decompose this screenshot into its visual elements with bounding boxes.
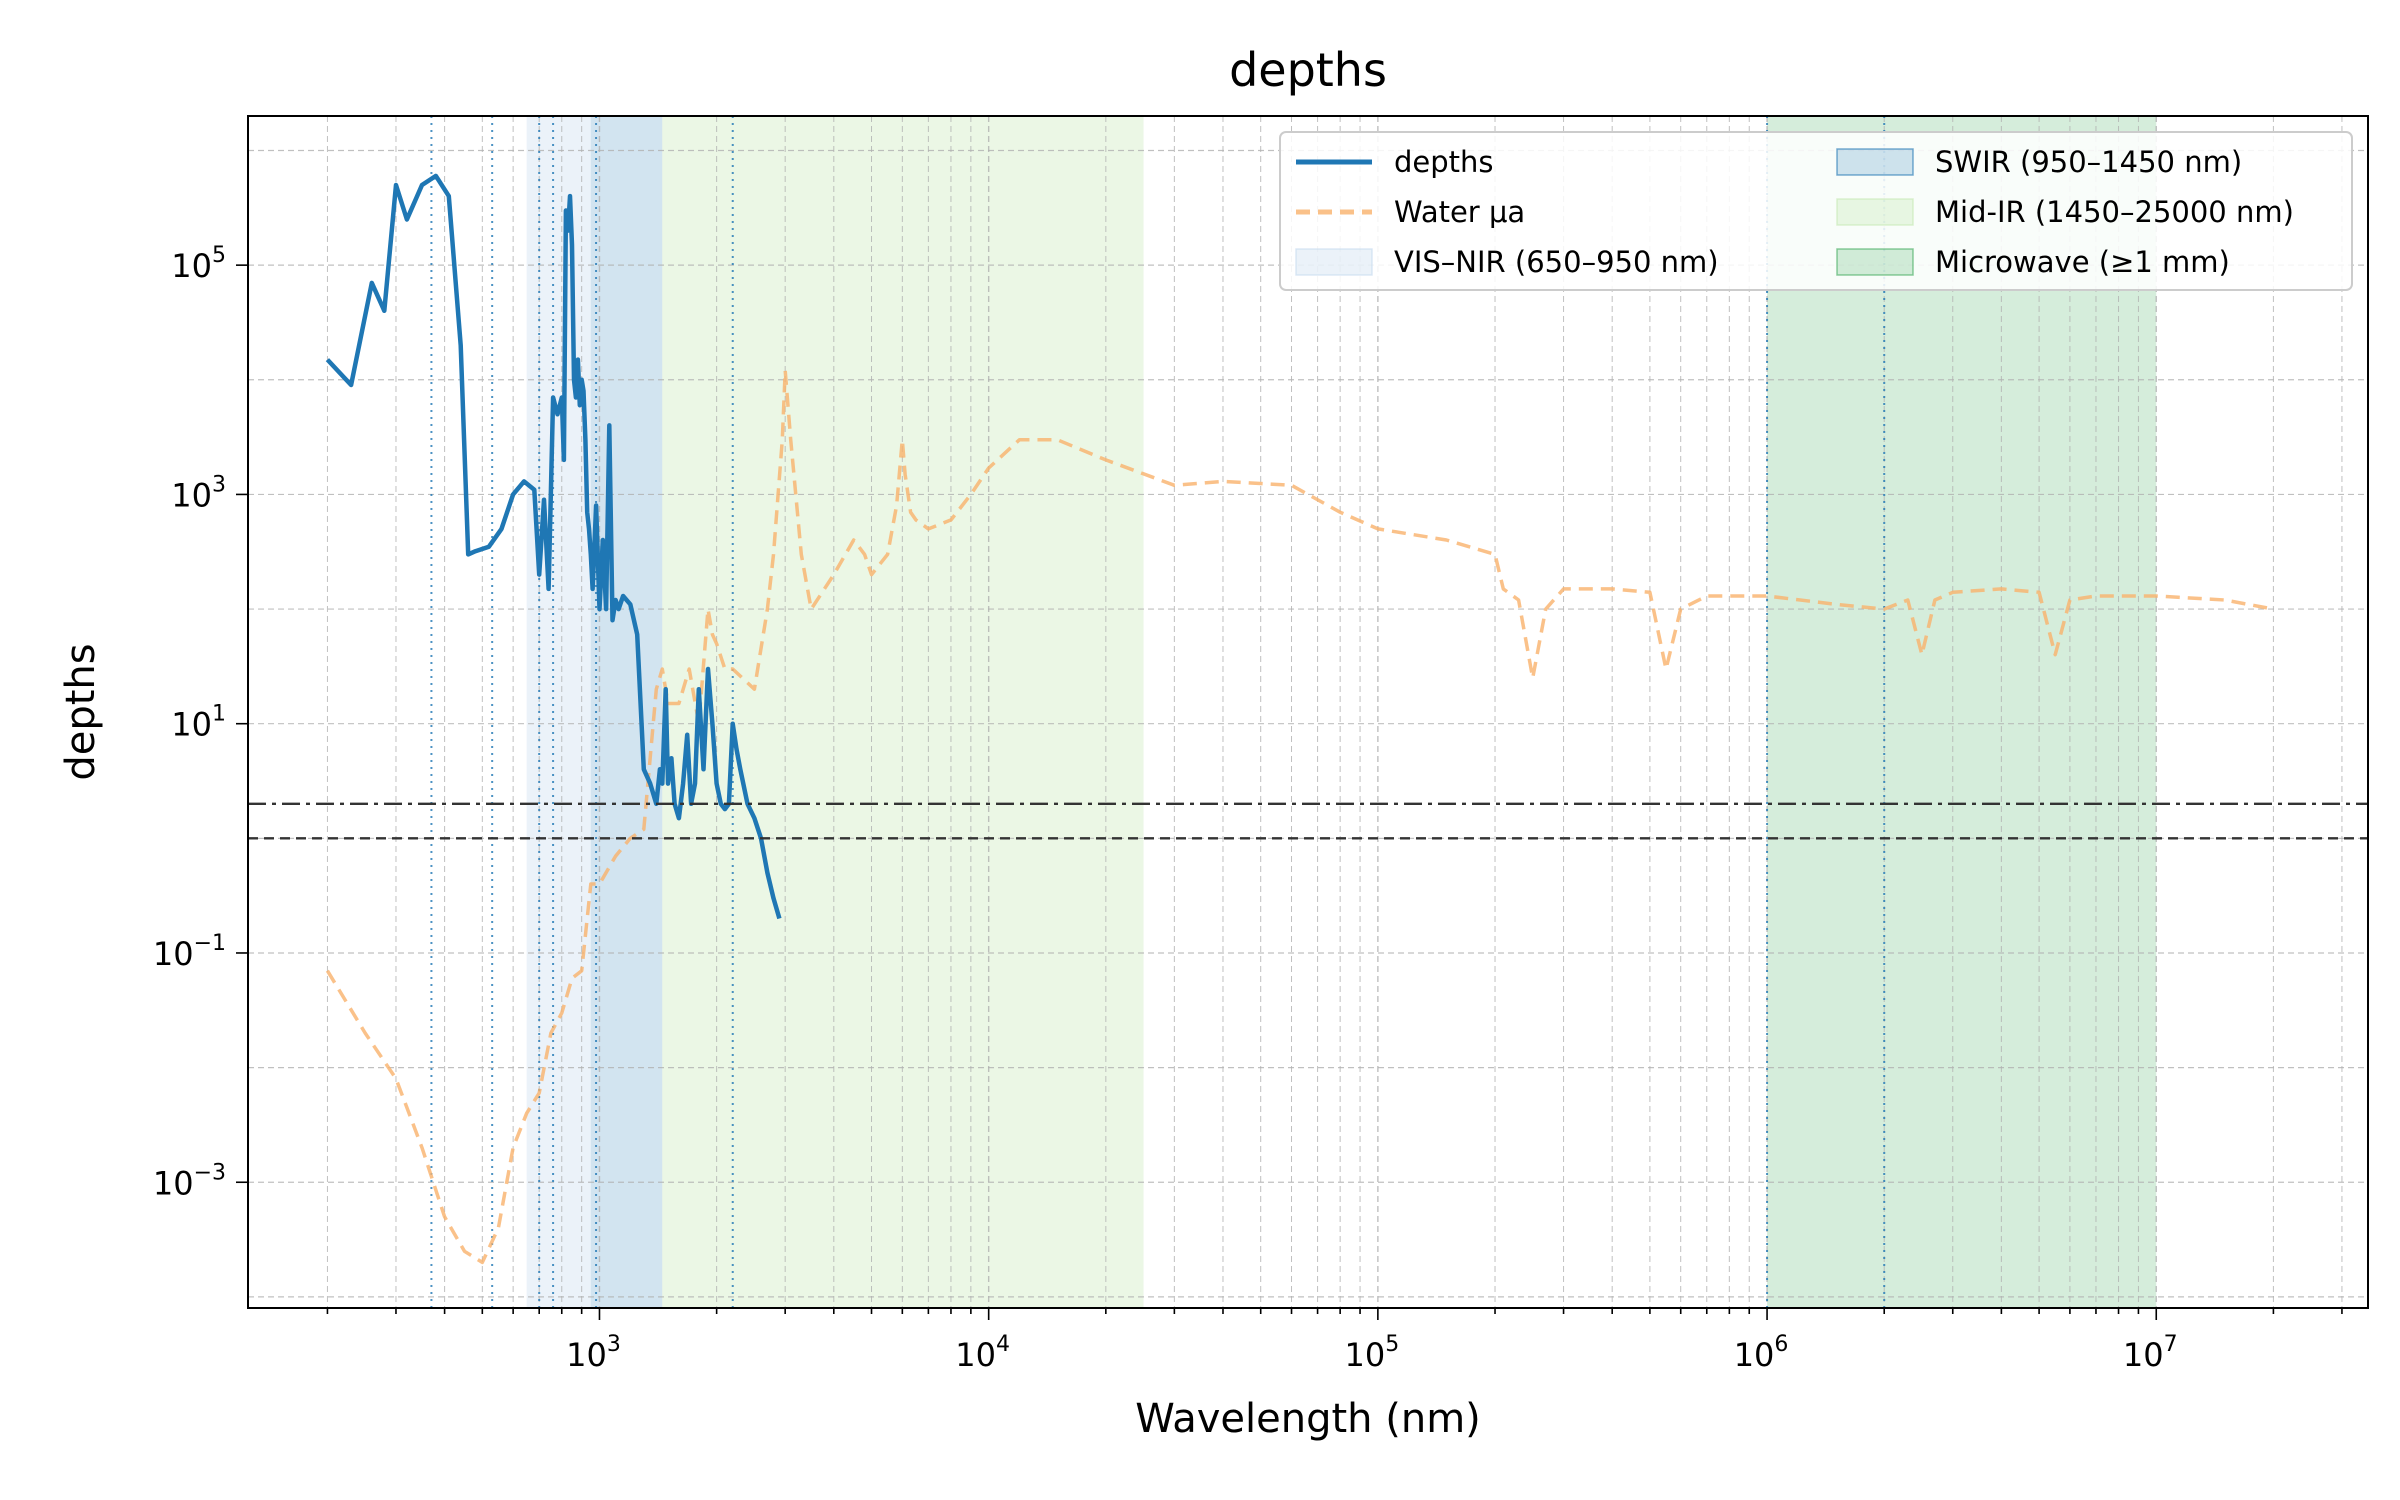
legend-swatch: [1836, 148, 1914, 176]
x-tick-label: 106: [1734, 1332, 1789, 1374]
y-tick-label: 10−3: [153, 1160, 226, 1202]
legend-label: VIS–NIR (650–950 nm): [1394, 245, 1719, 279]
legend-label: Microwave (≥1 mm): [1935, 245, 2230, 279]
x-axis-label: Wavelength (nm): [1135, 1396, 1481, 1442]
x-tick-label: 104: [955, 1332, 1010, 1374]
series-line-water-a: [325, 368, 2274, 1265]
chart-title: depths: [1229, 43, 1387, 97]
legend-swatch: [1295, 248, 1373, 276]
x-tick-label: 103: [566, 1332, 621, 1374]
series-layer: [325, 173, 2274, 1265]
legend-box: [1279, 131, 2353, 291]
x-tick-label: 107: [2123, 1332, 2178, 1374]
y-axis-label: depths: [58, 643, 104, 780]
band-0: [526, 116, 591, 1308]
plot-frame: [247, 115, 2369, 1309]
legend-swatch: [1836, 248, 1914, 276]
x-tick-label: 105: [1345, 1332, 1400, 1374]
ticks-layer: 103 104 105 106 107 10−3 10−1 101 103 105: [153, 243, 2343, 1374]
band-1: [590, 116, 663, 1308]
legend: depths Water μa VIS–NIR (650–950 nm) SWIR (…: [1279, 131, 2353, 291]
reference-lines-layer: [248, 802, 2368, 840]
legend-label: SWIR (950–1450 nm): [1935, 145, 2242, 179]
band-2: [662, 116, 1144, 1308]
series-line-depths: [325, 173, 782, 920]
legend-label: Water μa: [1394, 195, 1525, 229]
legend-label: Mid-IR (1450–25000 nm): [1935, 195, 2294, 229]
band-3: [1767, 116, 2157, 1308]
y-tick-label: 105: [171, 243, 226, 285]
bands-layer: [526, 116, 2157, 1308]
y-tick-label: 103: [171, 472, 226, 514]
marker-lines-layer: [430, 116, 1886, 1308]
legend-label: depths: [1394, 145, 1494, 179]
y-tick-label: 101: [171, 702, 226, 744]
y-tick-label: 10−1: [153, 931, 226, 973]
legend-swatch: [1836, 198, 1914, 226]
